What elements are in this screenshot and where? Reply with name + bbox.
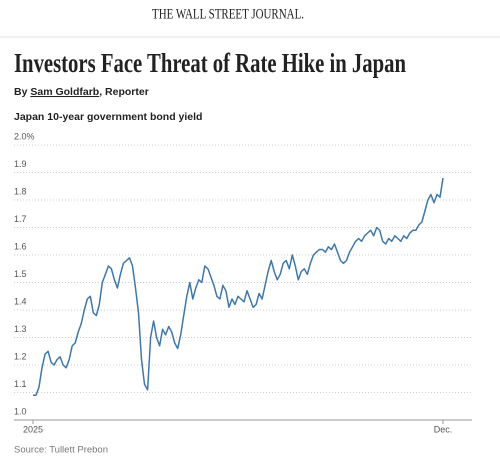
y-tick-label: 2.0%	[14, 131, 35, 141]
x-tick-label: 2025	[23, 424, 43, 434]
line	[33, 177, 444, 397]
y-tick-label: 1.2	[14, 351, 27, 361]
byline-author[interactable]: Sam Goldfarb	[30, 86, 99, 98]
byline-prefix: By	[14, 86, 28, 98]
source: Source: Tullett Prebon	[14, 445, 108, 456]
byline-role: , Reporter	[99, 86, 149, 98]
y-tick-label: 1.1	[14, 379, 27, 389]
x-tick-label: Dec.	[434, 424, 453, 434]
y-tick-label: 1.7	[14, 214, 27, 224]
byline: By Sam Goldfarb, Reporter	[14, 86, 149, 98]
y-tick-label: 1.4	[14, 296, 27, 306]
masthead[interactable]: THE WALL STREET JOURNAL.	[152, 6, 304, 22]
chart-title: Japan 10-year government bond yield	[14, 111, 202, 123]
y-tick-label: 1.3	[14, 324, 27, 334]
y-tick-label: 1.5	[14, 269, 27, 279]
y-tick-label: 1.6	[14, 241, 27, 251]
y-tick-label: 1.0	[14, 406, 27, 416]
headline: Investors Face Threat of Rate Hike in Ja…	[14, 48, 406, 78]
y-tick-label: 1.8	[14, 186, 27, 196]
y-tick-label: 1.9	[14, 159, 27, 169]
